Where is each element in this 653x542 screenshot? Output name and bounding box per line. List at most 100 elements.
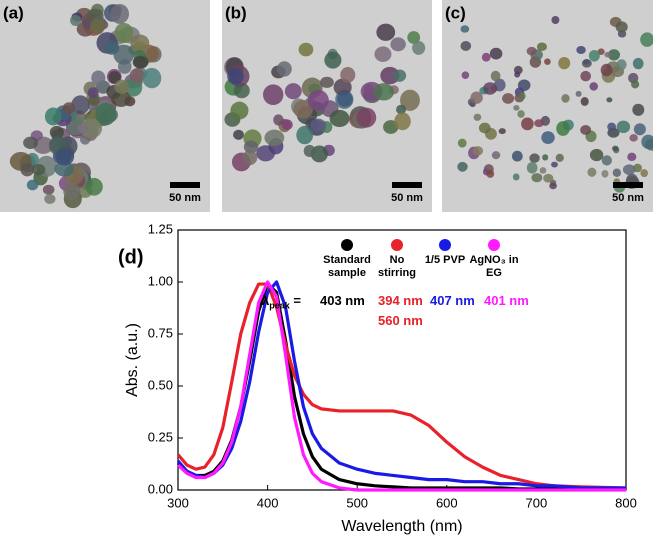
nanoparticle <box>230 101 249 120</box>
nanoparticle <box>460 25 470 33</box>
nanoparticle <box>633 123 646 136</box>
nanoparticle <box>518 92 526 100</box>
nanoparticle <box>489 47 503 60</box>
x-tick-label: 600 <box>436 495 458 510</box>
nanoparticle <box>616 120 631 134</box>
nanoparticle <box>580 97 589 106</box>
nanoparticle <box>80 118 103 139</box>
nanoparticle <box>470 91 483 104</box>
nanoparticle <box>396 104 407 115</box>
nanoparticle <box>77 123 88 134</box>
nanoparticle <box>412 40 426 55</box>
nanoparticle <box>457 138 467 148</box>
nanoparticle <box>129 68 145 83</box>
nanoparticle <box>142 67 162 89</box>
legend-label: 1/5 PVP <box>424 254 466 266</box>
nanoparticle <box>542 154 549 161</box>
nanoparticle <box>589 82 598 91</box>
y-tick-label: 0.50 <box>148 377 173 392</box>
nanoparticle <box>640 169 649 178</box>
legend-marker <box>341 239 353 251</box>
panel-label: (a) <box>3 3 24 22</box>
legend-label: AgNO₃ in EG <box>469 254 519 279</box>
peak-label: 407 nm <box>430 293 475 308</box>
tem-image <box>442 0 653 212</box>
nanoparticle <box>373 83 395 101</box>
nanoparticle <box>54 160 75 177</box>
nanoparticle <box>536 42 548 52</box>
nanoparticle <box>110 3 129 24</box>
nanoparticle <box>490 70 501 82</box>
nanoparticle <box>640 32 653 47</box>
nanoparticle <box>281 119 293 131</box>
nanoparticle <box>551 161 558 168</box>
nanoparticle <box>580 125 592 135</box>
nanoparticle <box>33 136 54 154</box>
nanoparticle <box>627 152 637 162</box>
nanoparticle <box>588 49 600 62</box>
nanoparticle <box>296 125 314 145</box>
peak-equals: = <box>293 293 301 308</box>
series-line <box>176 282 627 490</box>
nanoparticle <box>607 49 621 61</box>
nanoparticle <box>262 84 284 105</box>
nanoparticle <box>601 155 612 166</box>
peak-symbol: λ <box>262 293 270 308</box>
nanoparticle <box>629 134 638 142</box>
nanoparticle <box>544 58 551 65</box>
peak-subscript: peak <box>269 300 290 311</box>
y-tick-label: 1.25 <box>148 221 173 236</box>
nanoparticle <box>526 161 538 174</box>
nanoparticle <box>243 140 259 154</box>
x-tick-label: 400 <box>257 495 279 510</box>
tem-image <box>0 0 210 212</box>
nanoparticle <box>615 21 628 33</box>
nanoparticle <box>70 14 82 26</box>
nanoparticle <box>513 104 520 111</box>
nanoparticle <box>310 118 327 132</box>
nanoparticle <box>601 170 609 178</box>
nanoparticle <box>333 78 352 96</box>
nanoparticle <box>132 56 149 69</box>
nanoparticle <box>534 119 544 128</box>
nanoparticle <box>631 80 640 89</box>
nanoparticle <box>529 153 540 163</box>
nanoparticle <box>88 94 100 106</box>
nanoparticle <box>483 82 497 95</box>
scale-bar <box>392 182 422 188</box>
nanoparticle <box>581 59 592 68</box>
nanoparticle <box>394 112 411 131</box>
legend-marker <box>439 239 451 251</box>
nanoparticle <box>561 94 570 103</box>
nanoparticle <box>49 125 64 139</box>
nanoparticle <box>44 194 56 205</box>
nanoparticle <box>273 114 284 126</box>
nanoparticle <box>541 131 555 145</box>
nanoparticle <box>111 90 132 107</box>
peak-label: 394 nm <box>378 293 423 308</box>
scale-bar-label: 50 nm <box>391 192 423 204</box>
nanoparticle <box>329 109 350 128</box>
nanoparticle <box>502 93 515 104</box>
nanoparticle <box>531 173 543 183</box>
nanoparticle <box>616 59 627 71</box>
nanoparticle <box>600 63 613 77</box>
y-tick-label: 1.00 <box>148 273 173 288</box>
scale-bar <box>170 182 200 188</box>
nanoparticle <box>457 161 468 172</box>
peak-label: 560 nm <box>378 313 423 328</box>
x-tick-label: 500 <box>346 495 368 510</box>
nanoparticle <box>576 45 586 55</box>
nanoparticle <box>587 167 597 177</box>
nanoparticle <box>303 144 316 158</box>
nanoparticle <box>324 51 342 69</box>
nanoparticle <box>23 136 39 149</box>
nanoparticle <box>491 151 501 160</box>
y-tick-label: 0.75 <box>148 325 173 340</box>
nanoparticle <box>130 34 150 52</box>
legend-marker <box>488 239 500 251</box>
nanoparticle <box>337 91 353 107</box>
x-tick-label: 300 <box>167 495 189 510</box>
nanoparticle <box>511 150 523 162</box>
